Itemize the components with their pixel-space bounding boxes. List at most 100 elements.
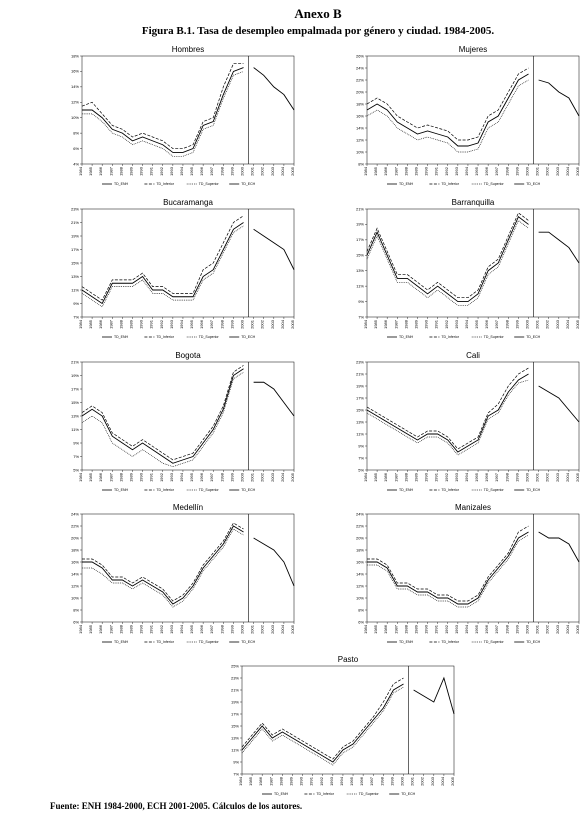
legend-label: TD_ENH [114,182,128,186]
chart: Hombres 4% 6% 8% 10% 12% 14% 16% 18% 1984 1985 1986… [71,45,295,186]
x-tick-label: 1988 [118,472,123,482]
x-tick-label: 1987 [108,472,113,482]
y-tick-label: 12% [71,583,79,588]
x-tick-label: 1996 [199,624,204,634]
x-tick-label: 1987 [393,624,398,634]
x-tick-label: 1991 [149,624,154,634]
y-tick-label: 9% [73,440,79,445]
x-tick-label: 1999 [229,624,234,634]
x-tick-label: 1996 [484,472,489,482]
legend-label: TD_ECH [526,640,540,644]
x-tick-label: 1988 [118,166,123,176]
x-tick-label: 2005 [575,472,580,482]
series-line [81,222,244,305]
x-tick-label: 1990 [299,776,304,786]
x-tick-label: 2004 [280,319,285,329]
x-tick-label: 1995 [474,319,479,329]
x-tick-label: 1999 [389,776,394,786]
x-tick-label: 2001 [250,472,255,482]
x-tick-label: 1994 [464,624,469,634]
x-tick-label: 1984 [363,472,368,482]
series-line [366,73,529,147]
x-tick-label: 1993 [169,472,174,482]
x-tick-label: 1999 [514,166,519,176]
x-tick-label: 1998 [504,319,509,329]
legend-label: TD_ENH [399,640,413,644]
x-tick-label: 2004 [280,624,285,634]
annex-title: Anexo B [294,6,342,21]
series-line [82,67,244,153]
y-tick-label: 11% [71,427,79,432]
legend-label: TD_Inferior [441,640,459,644]
x-tick-label: 2001 [250,166,255,176]
chart-title: Pasto [338,655,359,664]
chart: Mujeres 8% 10% 12% 14% 16% 18% 20% 22% 24% 26% 1984… [356,45,580,186]
x-tick-label: 2002 [545,319,550,329]
y-tick-label: 23% [356,359,364,364]
x-tick-label: 1990 [139,319,144,329]
x-tick-label: 1999 [229,319,234,329]
plot-frame [81,361,295,471]
x-tick-label: 1992 [159,166,164,176]
y-tick-label: 10% [356,595,364,600]
x-tick-label: 2000 [240,166,245,176]
y-tick-label: 21% [356,371,364,376]
legend-label: TD_Superior [484,488,505,492]
legend-label: TD_ECH [241,488,255,492]
x-tick-label: 1990 [424,624,429,634]
x-tick-label: 1995 [474,472,479,482]
x-tick-label: 1989 [413,472,418,482]
series-line [253,228,295,270]
x-tick-label: 1990 [139,624,144,634]
y-tick-label: 11% [356,431,364,436]
y-tick-label: 5% [358,467,364,472]
y-tick-label: 20% [71,535,79,540]
chart-title: Hombres [172,45,204,54]
chart-title: Barranquilla [452,198,495,207]
x-tick-label: 2004 [280,472,285,482]
x-tick-label: 1991 [149,472,154,482]
x-tick-label: 1997 [494,319,499,329]
y-tick-label: 6% [73,619,79,624]
legend-label: TD_ENH [114,488,128,492]
x-tick-label: 1989 [413,166,418,176]
x-tick-label: 1986 [383,624,388,634]
x-tick-label: 1990 [424,319,429,329]
x-tick-label: 1986 [383,472,388,482]
x-tick-label: 2003 [555,624,560,634]
x-tick-label: 1987 [393,472,398,482]
x-tick-label: 1995 [189,319,194,329]
x-tick-label: 2002 [260,166,265,176]
y-tick-label: 22% [356,523,364,528]
legend-label: TD_ENH [399,488,413,492]
legend-label: TD_Superior [199,640,220,644]
series-line [81,371,244,467]
y-tick-label: 24% [356,65,364,70]
x-tick-label: 1995 [189,624,194,634]
x-tick-label: 1984 [363,166,368,176]
y-tick-label: 9% [358,443,364,448]
y-tick-label: 14% [71,571,79,576]
y-tick-label: 14% [356,571,364,576]
x-tick-label: 2005 [290,319,295,329]
y-tick-label: 19% [231,699,239,704]
y-tick-label: 12% [356,137,364,142]
x-tick-label: 1998 [504,166,509,176]
legend-label: TD_Superior [484,182,505,186]
y-tick-label: 19% [356,383,364,388]
legend-label: TD_ENH [114,335,128,339]
y-tick-label: 9% [233,759,239,764]
x-tick-label: 1994 [179,624,184,634]
x-tick-label: 1991 [434,472,439,482]
y-tick-label: 19% [71,233,79,238]
y-tick-label: 16% [71,69,79,74]
x-tick-label: 2002 [260,472,265,482]
series-line [413,676,455,715]
series-line [366,212,529,299]
y-tick-label: 17% [71,386,79,391]
chart: Bogota 5% 7% 9% 11% 13% 15% 17% 19% 21% 1984 1985 19… [71,351,295,492]
series-line [82,522,244,602]
x-tick-label: 1995 [474,166,479,176]
series-line [366,379,529,456]
x-tick-label: 1989 [128,624,133,634]
